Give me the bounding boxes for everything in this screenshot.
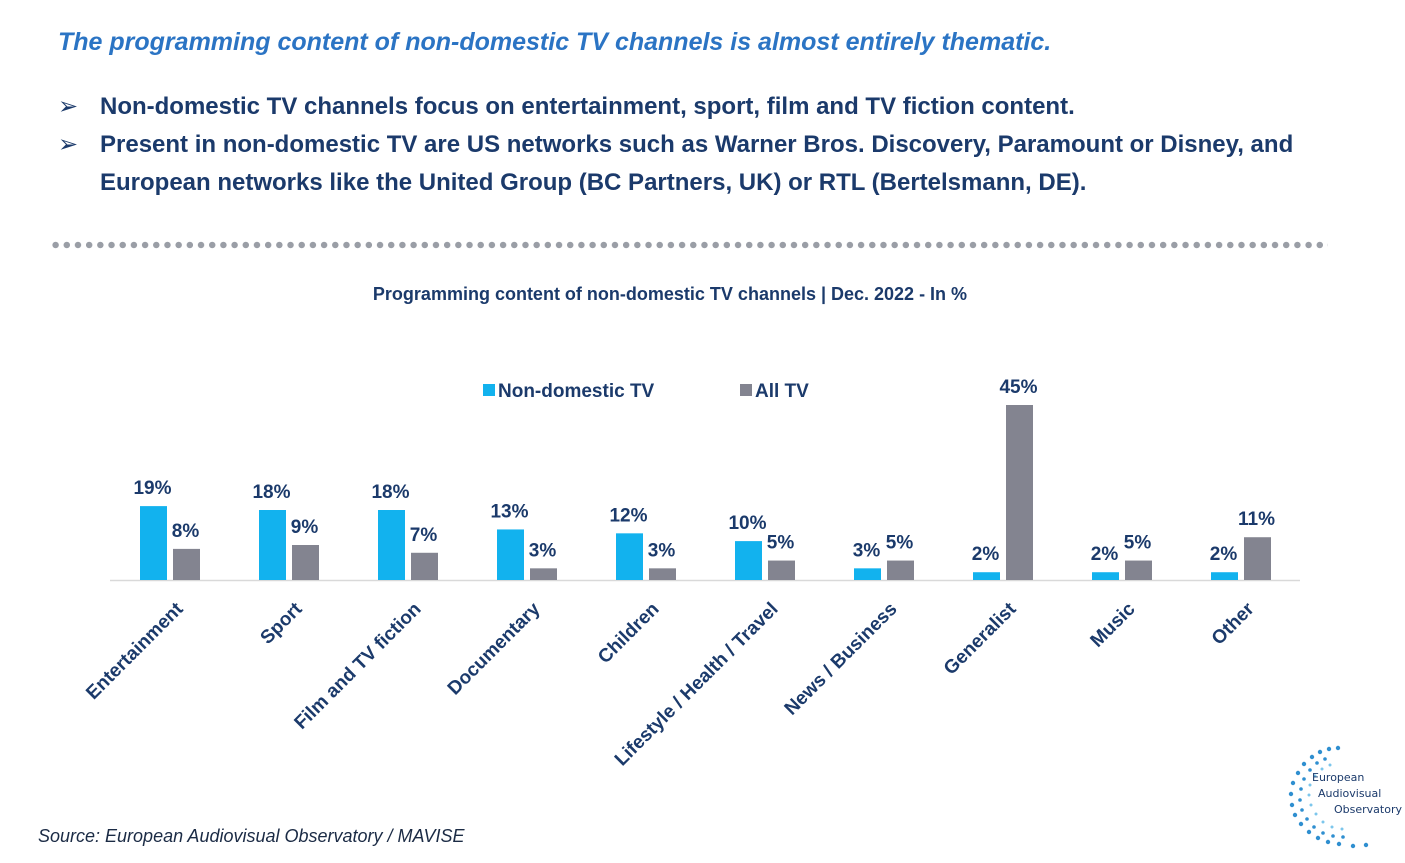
headline: The programming content of non-domestic … (58, 28, 1052, 56)
bullet-item: ➢ Non-domestic TV channels focus on ente… (58, 88, 1378, 126)
data-label: 5% (1124, 533, 1152, 554)
data-label: 2% (1091, 544, 1119, 565)
bar (1092, 572, 1119, 580)
data-label: 2% (972, 544, 1000, 565)
data-label: 9% (291, 517, 319, 538)
bullet-list: ➢ Non-domestic TV channels focus on ente… (58, 88, 1378, 202)
data-label: 12% (609, 505, 647, 526)
observatory-logo-icon (1288, 745, 1369, 849)
arrow-bullet-icon: ➢ (58, 131, 79, 158)
bar (1125, 560, 1152, 580)
logo-text: European Audiovisual Observatory (1312, 770, 1402, 818)
bullet-text: Present in non-domestic TV are US networ… (100, 131, 1294, 196)
bar (1006, 405, 1033, 580)
category-label: Music (1087, 598, 1140, 651)
category-label: Film and TV fiction (291, 599, 426, 734)
bar (378, 510, 405, 580)
data-label: 19% (133, 478, 171, 499)
category-label: Children (594, 599, 663, 668)
category-label: Sport (257, 598, 307, 648)
legend-swatch (740, 384, 752, 396)
bar (735, 541, 762, 580)
data-label: 13% (490, 501, 528, 522)
data-label: 45% (999, 377, 1037, 398)
data-label: 18% (371, 482, 409, 503)
bullet-item: ➢ Present in non-domestic TV are US netw… (58, 126, 1378, 202)
data-label: 10% (728, 513, 766, 534)
data-label: 5% (767, 533, 795, 554)
bar (140, 506, 167, 580)
bar (173, 548, 200, 580)
data-label: 5% (886, 533, 914, 554)
bar (854, 568, 881, 580)
dotted-separator (50, 241, 1328, 249)
bar (887, 560, 914, 580)
bar (1244, 537, 1271, 580)
logo-line: Audiovisual (1318, 787, 1382, 800)
legend-label: Non-domestic TV (498, 381, 655, 402)
bar (649, 568, 676, 580)
category-label: Documentary (444, 598, 545, 699)
data-label: 3% (853, 540, 881, 561)
arrow-bullet-icon: ➢ (58, 93, 79, 120)
legend-label: All TV (755, 381, 809, 402)
bar (973, 572, 1000, 580)
data-label: 11% (1238, 509, 1275, 530)
bar (497, 529, 524, 580)
bar (259, 510, 286, 580)
data-label: 8% (172, 521, 200, 542)
category-label: Other (1208, 598, 1259, 649)
chart-title: Programming content of non-domestic TV c… (372, 284, 968, 304)
logo-line: European (1312, 771, 1365, 784)
bar (768, 560, 795, 580)
bar (292, 545, 319, 580)
data-label: 3% (648, 540, 676, 561)
bar (616, 533, 643, 580)
data-label: 18% (252, 482, 290, 503)
category-label: News / Business (781, 599, 902, 720)
category-label: Generalist (940, 598, 1021, 679)
bar (530, 568, 557, 580)
bar (1211, 572, 1238, 580)
category-label: Entertainment (82, 598, 188, 704)
data-label: 7% (410, 525, 438, 546)
data-label: 2% (1210, 544, 1238, 565)
logo-line: Observatory (1334, 803, 1402, 816)
source-note: Source: European Audiovisual Observatory… (38, 826, 465, 846)
bar (411, 552, 438, 580)
bullet-text: Non-domestic TV channels focus on entert… (100, 93, 1075, 120)
legend-swatch (483, 384, 495, 396)
data-label: 3% (529, 540, 557, 561)
